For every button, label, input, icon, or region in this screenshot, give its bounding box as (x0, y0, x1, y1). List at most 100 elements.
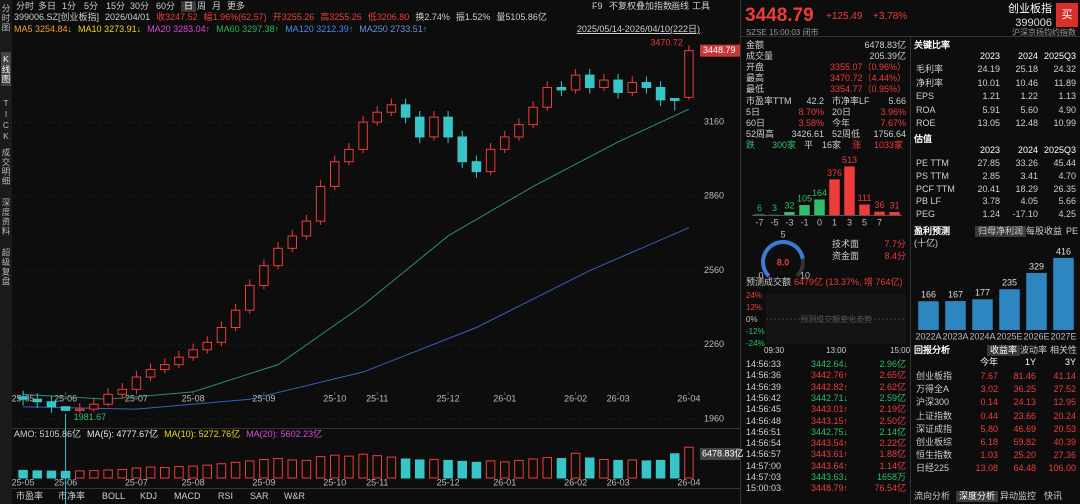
volume-bar (627, 459, 637, 479)
forecast-time: 15:00 (890, 346, 911, 355)
category-label: 2026E (1023, 331, 1049, 341)
indicator-tab[interactable]: SAR (250, 491, 269, 501)
cell-value: 5.60 (1020, 104, 1038, 115)
returns-tab[interactable]: 波动率 (1020, 345, 1048, 355)
quote-item: 幅1.96%(62.57) (203, 12, 267, 22)
side-tab[interactable]: TICK (1, 98, 11, 142)
tool-button[interactable]: 工具 (692, 1, 711, 11)
cell-value: 4.90 (1058, 104, 1076, 115)
period-tab[interactable]: 30分 (130, 1, 150, 11)
forecast-tab[interactable]: PE (1066, 226, 1079, 236)
bottom-tab[interactable]: 深度分析 (956, 491, 999, 502)
returns-tab[interactable]: 收益率 (987, 345, 1021, 356)
tool-button[interactable]: 叠加指数 (636, 1, 673, 11)
category-label: -1 (800, 217, 808, 227)
volume-bar (500, 461, 510, 479)
side-tab[interactable]: 分时图 (1, 4, 11, 33)
row-label: PB LF (916, 196, 942, 207)
forecast-tab[interactable]: 每股收益 (1026, 226, 1063, 236)
forecast-bar (1026, 272, 1047, 330)
cell-value: 4.70 (1058, 170, 1076, 181)
indicator-tab[interactable]: MACD (174, 491, 201, 501)
stat-label: 60日 (746, 118, 766, 128)
forecast-bar (945, 301, 966, 330)
buy-button[interactable]: 买 (1061, 9, 1073, 21)
candle-body (245, 284, 255, 311)
candle-body (259, 265, 269, 286)
cell-value: 10.99 (1053, 118, 1076, 128)
bar-value-label: 513 (842, 155, 857, 165)
category-label: 1 (832, 217, 837, 227)
ma-legend-item: MA5 3254.84↓ (14, 24, 73, 34)
volume-bar (400, 458, 411, 479)
forecast-tab[interactable]: 归母净利润 (975, 226, 1027, 237)
indicator-tab[interactable]: BOLL (102, 491, 126, 501)
tick-price: 3443.54↑ (810, 438, 848, 449)
row-label: PEG (916, 209, 936, 220)
volume-bar (429, 458, 439, 479)
bottom-tab[interactable]: 流向分析 (914, 491, 951, 501)
side-tab[interactable]: 深度资料 (1, 198, 11, 236)
category-label: -3 (785, 217, 793, 227)
stat-value: 3355.07（0.96%） (829, 62, 906, 72)
tick-amount: 1.88亿 (879, 449, 906, 460)
distribution-bar (799, 205, 810, 215)
indicator-tab[interactable]: 市净率 (58, 491, 86, 501)
candle-body (330, 161, 340, 187)
forecast-y-label: 24% (746, 291, 763, 300)
indicator-tab[interactable]: W&R (284, 491, 305, 501)
indicator-tab[interactable]: KDJ (140, 491, 158, 501)
indicator-tab[interactable]: RSI (218, 491, 234, 501)
volume-bar (301, 459, 312, 479)
period-tab[interactable]: 分时 (16, 1, 35, 11)
side-tab[interactable]: K线图 (1, 52, 11, 86)
stat-label: 20日 (832, 107, 852, 117)
distribution-bar (874, 211, 885, 215)
cell-value: 10.46 (1015, 77, 1038, 88)
period-tab[interactable]: 60分 (156, 1, 176, 11)
tick-price: 3443.01↑ (810, 404, 848, 415)
candle-body (570, 74, 581, 91)
volume-bar (103, 469, 113, 479)
cell-value: 5.80 (980, 423, 998, 434)
candle-body (18, 396, 28, 400)
score-value: 8.4分 (884, 251, 906, 261)
volume-bar (443, 459, 453, 479)
period-tab[interactable]: 更多 (227, 1, 246, 11)
indicator-tab[interactable]: 市盈率 (16, 491, 44, 501)
volume-bar (259, 458, 269, 479)
period-tab[interactable]: 周 (197, 1, 207, 11)
period-tab[interactable]: 多日 (38, 1, 57, 11)
candle-body (542, 86, 552, 108)
side-tab[interactable]: 超级复盘 (1, 248, 11, 286)
tick-time: 14:56:54 (746, 438, 782, 449)
bottom-tab[interactable]: 异动监控 (1000, 491, 1037, 501)
ma-line (23, 108, 690, 400)
tool-button[interactable]: F9 (592, 1, 603, 11)
x-tick-label: 26-04 (677, 393, 700, 403)
period-tab[interactable]: 日 (181, 1, 197, 12)
category-label: 5 (862, 217, 867, 227)
period-tab[interactable]: 1分 (62, 1, 77, 11)
cell-value: 0.14 (980, 397, 998, 408)
candle-body (500, 136, 510, 150)
period-tab[interactable]: 5分 (84, 1, 99, 11)
bar-value-label: 167 (948, 289, 963, 299)
buy-button-bg[interactable] (1056, 3, 1078, 27)
forecast-value: 6479亿 (13.37%, 增 764亿) (794, 277, 903, 287)
bar-value-label: 105 (797, 193, 812, 203)
tool-button[interactable]: 不复权 (609, 1, 637, 11)
bottom-tab[interactable]: 快讯 (1044, 491, 1063, 501)
side-tab[interactable]: 成交明细 (1, 148, 11, 186)
cell-value: 1.24 (982, 209, 1000, 220)
volume-legend-item: MA(5): 4777.67亿 (87, 429, 159, 439)
category-label: -7 (755, 217, 763, 227)
period-tab[interactable]: 月 (212, 1, 222, 11)
period-tab[interactable]: 15分 (106, 1, 126, 11)
cell-value: 13.08 (975, 463, 998, 474)
price-change: +125.49 (826, 11, 863, 22)
volume-bar (174, 466, 184, 479)
cell-value: 36.25 (1013, 384, 1036, 395)
returns-tab[interactable]: 相关性 (1050, 345, 1078, 355)
tool-button[interactable]: 画线 (671, 1, 690, 11)
